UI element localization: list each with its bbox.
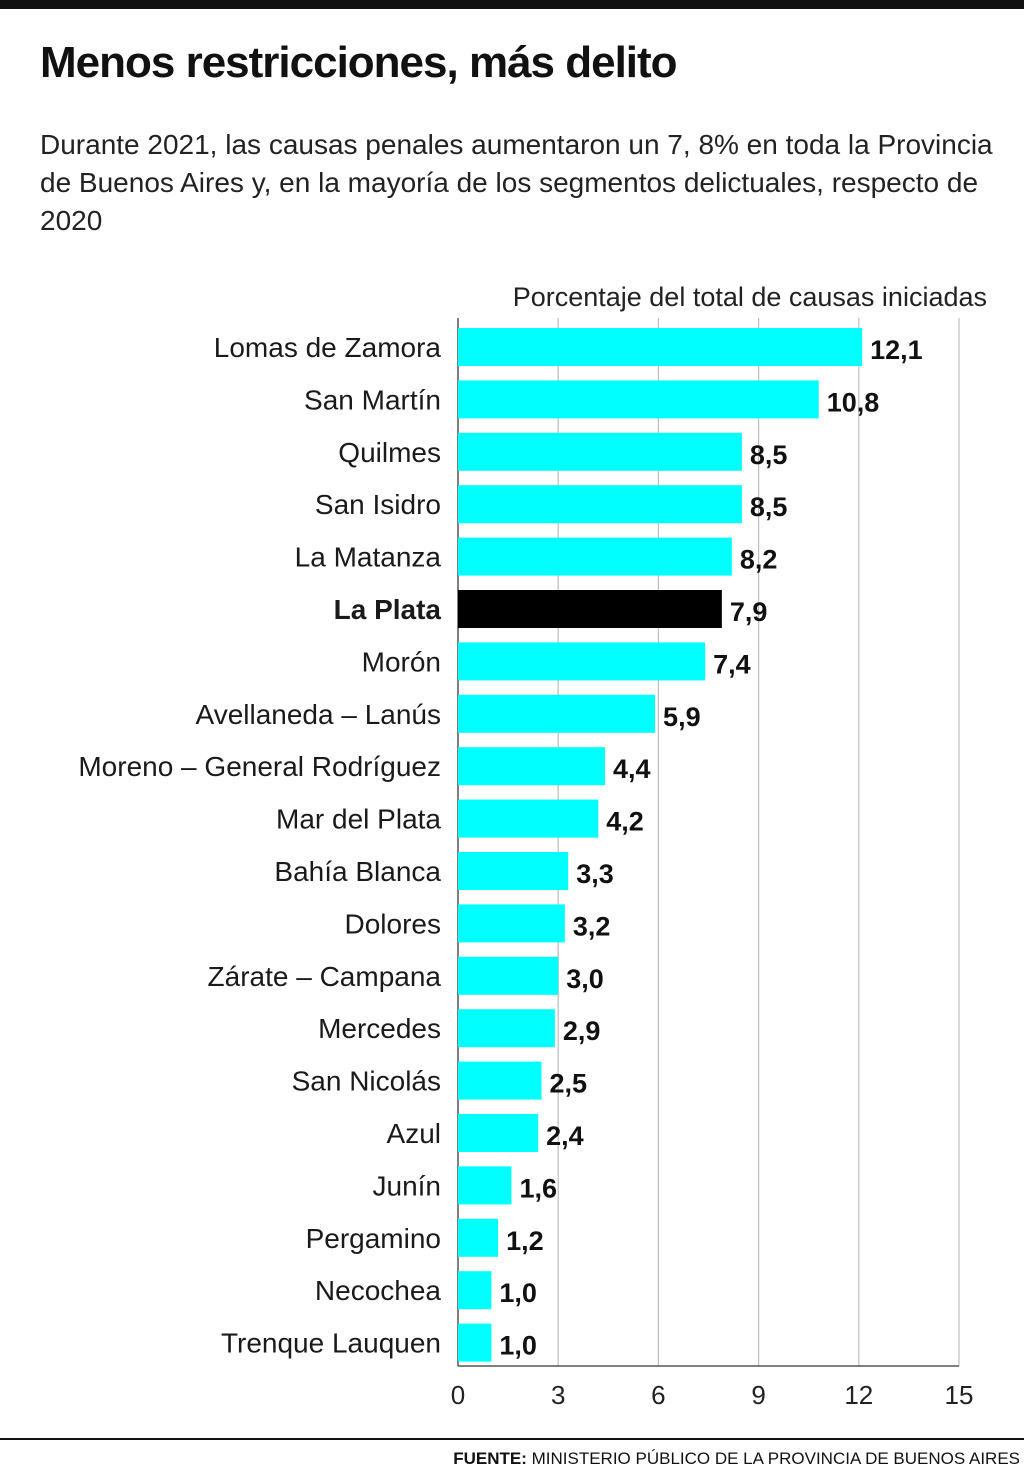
bar: [458, 432, 742, 471]
bar: [458, 590, 722, 628]
category-label: San Isidro: [315, 489, 441, 520]
value-label: 2,9: [563, 1016, 601, 1046]
x-tick-label: 9: [751, 1380, 765, 1410]
chart-title: Menos restricciones, más delito: [40, 38, 678, 87]
category-label: Mercedes: [318, 1013, 441, 1044]
bar: [458, 956, 559, 995]
value-label: 8,5: [750, 492, 788, 522]
category-label: Lomas de Zamora: [214, 332, 442, 363]
value-label: 8,5: [750, 440, 788, 470]
x-tick-label: 0: [451, 1380, 465, 1410]
bar: [458, 642, 706, 681]
value-label: 8,2: [740, 545, 778, 575]
bar: [458, 1061, 542, 1100]
bar: [458, 1218, 499, 1257]
category-label: Bahía Blanca: [274, 856, 441, 887]
category-label: San Martín: [304, 384, 441, 415]
category-label: Dolores: [345, 908, 441, 939]
category-label: Mar del Plata: [276, 804, 441, 835]
value-label: 4,2: [606, 807, 644, 837]
value-label: 3,0: [566, 964, 604, 994]
bar: [458, 1114, 539, 1152]
source-label: FUENTE:: [453, 1449, 527, 1468]
x-tick-label: 12: [844, 1380, 873, 1410]
top-rule: [0, 0, 1024, 9]
bottom-rule: [0, 1438, 1024, 1440]
bar: [458, 747, 605, 786]
bar: [458, 1166, 512, 1205]
value-label: 3,2: [573, 911, 611, 941]
category-label: Quilmes: [338, 437, 441, 468]
value-label: 2,4: [546, 1121, 584, 1151]
bar: [458, 380, 819, 419]
bar: [458, 485, 742, 524]
category-label: Moreno – General Rodríguez: [78, 751, 441, 782]
bar: [458, 1009, 555, 1048]
value-label: 7,4: [713, 649, 751, 679]
category-label: La Plata: [334, 594, 442, 625]
value-label: 10,8: [827, 387, 880, 417]
value-label: 12,1: [870, 335, 923, 365]
bar: [458, 1271, 492, 1310]
bar-chart: 0 3 6 9 12 15 Lomas de Zamora 12,1 San Martín 10,…: [78, 282, 987, 1410]
source-text: MINISTERIO PÚBLICO DE LA PROVINCIA DE BU…: [526, 1449, 1020, 1468]
value-label: 1,0: [499, 1331, 537, 1361]
category-label: Necochea: [315, 1275, 442, 1306]
category-label: La Matanza: [295, 542, 442, 573]
bar: [458, 852, 569, 890]
x-tick-label: 3: [551, 1380, 565, 1410]
value-label: 4,4: [613, 754, 651, 784]
category-label: Trenque Lauquen: [221, 1328, 441, 1359]
bar: [458, 1323, 492, 1362]
axis-title: Porcentaje del total de causas iniciadas: [513, 282, 987, 312]
bars: [458, 328, 863, 1362]
bar: [458, 799, 599, 838]
labels: 0 3 6 9 12 15 Lomas de Zamora 12,1 San Martín 10,…: [78, 332, 973, 1410]
category-label: San Nicolás: [292, 1066, 441, 1097]
value-label: 1,2: [506, 1226, 544, 1256]
x-tick-label: 15: [945, 1380, 974, 1410]
value-label: 2,5: [550, 1069, 588, 1099]
bar: [458, 904, 565, 943]
category-label: Zárate – Campana: [208, 961, 442, 992]
grid-lines: [457, 318, 960, 1367]
value-label: 1,0: [499, 1278, 537, 1308]
value-label: 5,9: [663, 702, 701, 732]
category-label: Morón: [362, 646, 441, 677]
bar: [458, 694, 656, 733]
bar: [458, 537, 732, 576]
chart-subtitle: Durante 2021, las causas penales aumenta…: [40, 129, 993, 236]
category-label: Azul: [387, 1118, 441, 1149]
category-label: Pergamino: [306, 1223, 441, 1254]
source-note: FUENTE: MINISTERIO PÚBLICO DE LA PROVINC…: [453, 1449, 1020, 1469]
x-tick-label: 6: [651, 1380, 665, 1410]
category-label: Junín: [373, 1170, 442, 1201]
value-label: 1,6: [519, 1173, 557, 1203]
value-label: 3,3: [576, 859, 614, 889]
bar: [458, 328, 863, 366]
category-label: Avellaneda – Lanús: [196, 699, 441, 730]
value-label: 7,9: [730, 597, 768, 627]
